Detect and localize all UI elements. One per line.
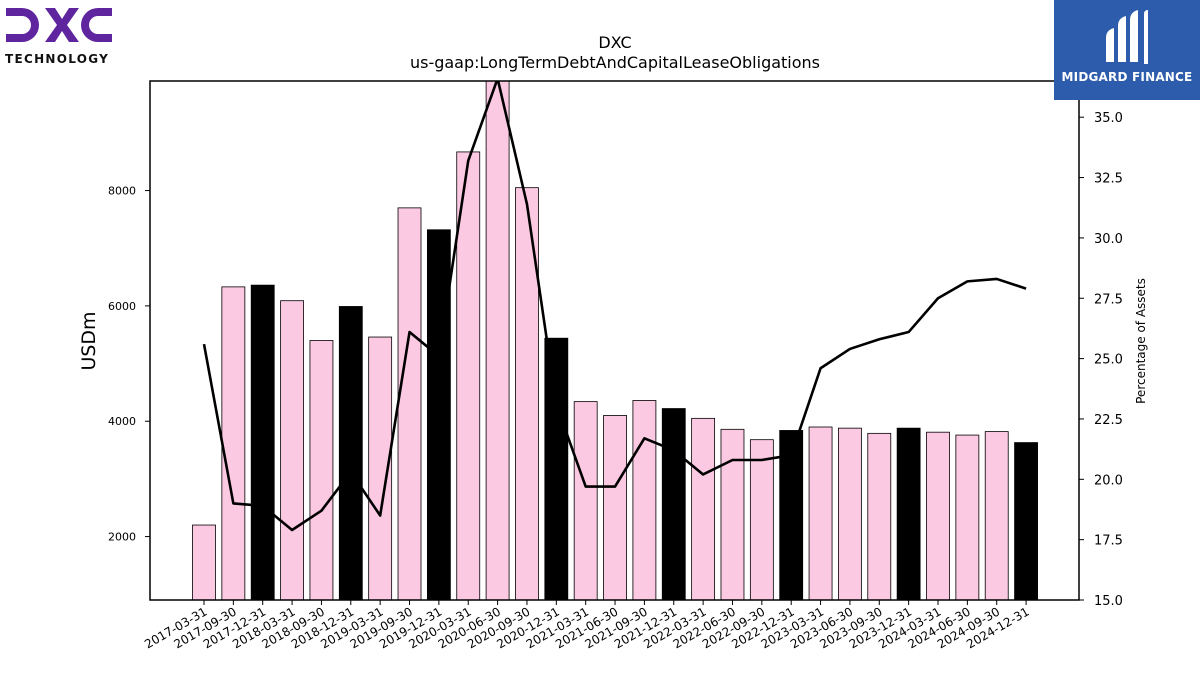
bar: [867, 432, 892, 601]
bar: [397, 207, 422, 601]
midgard-logo-text: MIDGARD FINANCE: [1061, 70, 1193, 84]
chart-subtitle: us-gaap:LongTermDebtAndCapitalLeaseOblig…: [410, 53, 820, 72]
y-tick-label: 4000: [108, 415, 136, 428]
bar: [808, 426, 833, 601]
y-tick-label: 6000: [108, 300, 136, 313]
bar: [250, 284, 275, 601]
y-axis-label: USDm: [78, 311, 100, 370]
bar: [955, 434, 980, 601]
bar: [603, 415, 627, 601]
bar: [691, 417, 716, 601]
y2-tick-label: 17.5: [1094, 534, 1123, 549]
bar: [749, 439, 774, 601]
y2-tick-label: 35.0: [1094, 111, 1123, 126]
bar: [984, 431, 1009, 601]
midgard-finance-logo: MIDGARD FINANCE: [1054, 0, 1200, 100]
plot-area-frame: [149, 80, 1080, 601]
bar: [720, 428, 745, 601]
bar: [573, 401, 598, 601]
y2-tick-label: 20.0: [1094, 473, 1123, 488]
bar: [192, 524, 216, 601]
bar: [515, 187, 539, 601]
bar: [280, 300, 304, 601]
bar: [309, 340, 334, 601]
midgard-logo-mark-icon: [1106, 10, 1148, 64]
bar: [1014, 442, 1038, 601]
bar: [896, 427, 921, 601]
bar: [485, 80, 510, 601]
y2-tick-label: 15.0: [1094, 594, 1123, 609]
dxc-logo-subtitle: TECHNOLOGY: [5, 52, 110, 66]
dxc-logo-mark-icon: [6, 8, 112, 42]
bar: [661, 408, 686, 601]
series-line: [202, 81, 1027, 532]
bar: [926, 431, 950, 601]
y2-axis-label: Percentage of Assets: [1134, 278, 1148, 404]
y2-tick-label: 22.5: [1094, 413, 1123, 428]
bar: [544, 337, 569, 601]
y-tick-label: 2000: [108, 531, 136, 544]
bar: [838, 427, 862, 601]
bar: [426, 229, 451, 601]
y2-tick-label: 25.0: [1094, 353, 1123, 368]
dxc-logo: TECHNOLOGY: [0, 0, 120, 70]
bar: [338, 306, 363, 601]
y-tick-label: 8000: [108, 185, 136, 198]
y2-tick-label: 30.0: [1094, 232, 1123, 247]
bar: [632, 400, 657, 601]
y2-tick-label: 27.5: [1094, 292, 1123, 307]
y2-tick-label: 32.5: [1094, 172, 1123, 187]
chart-title: DXC: [598, 33, 631, 52]
bar: [221, 286, 246, 601]
